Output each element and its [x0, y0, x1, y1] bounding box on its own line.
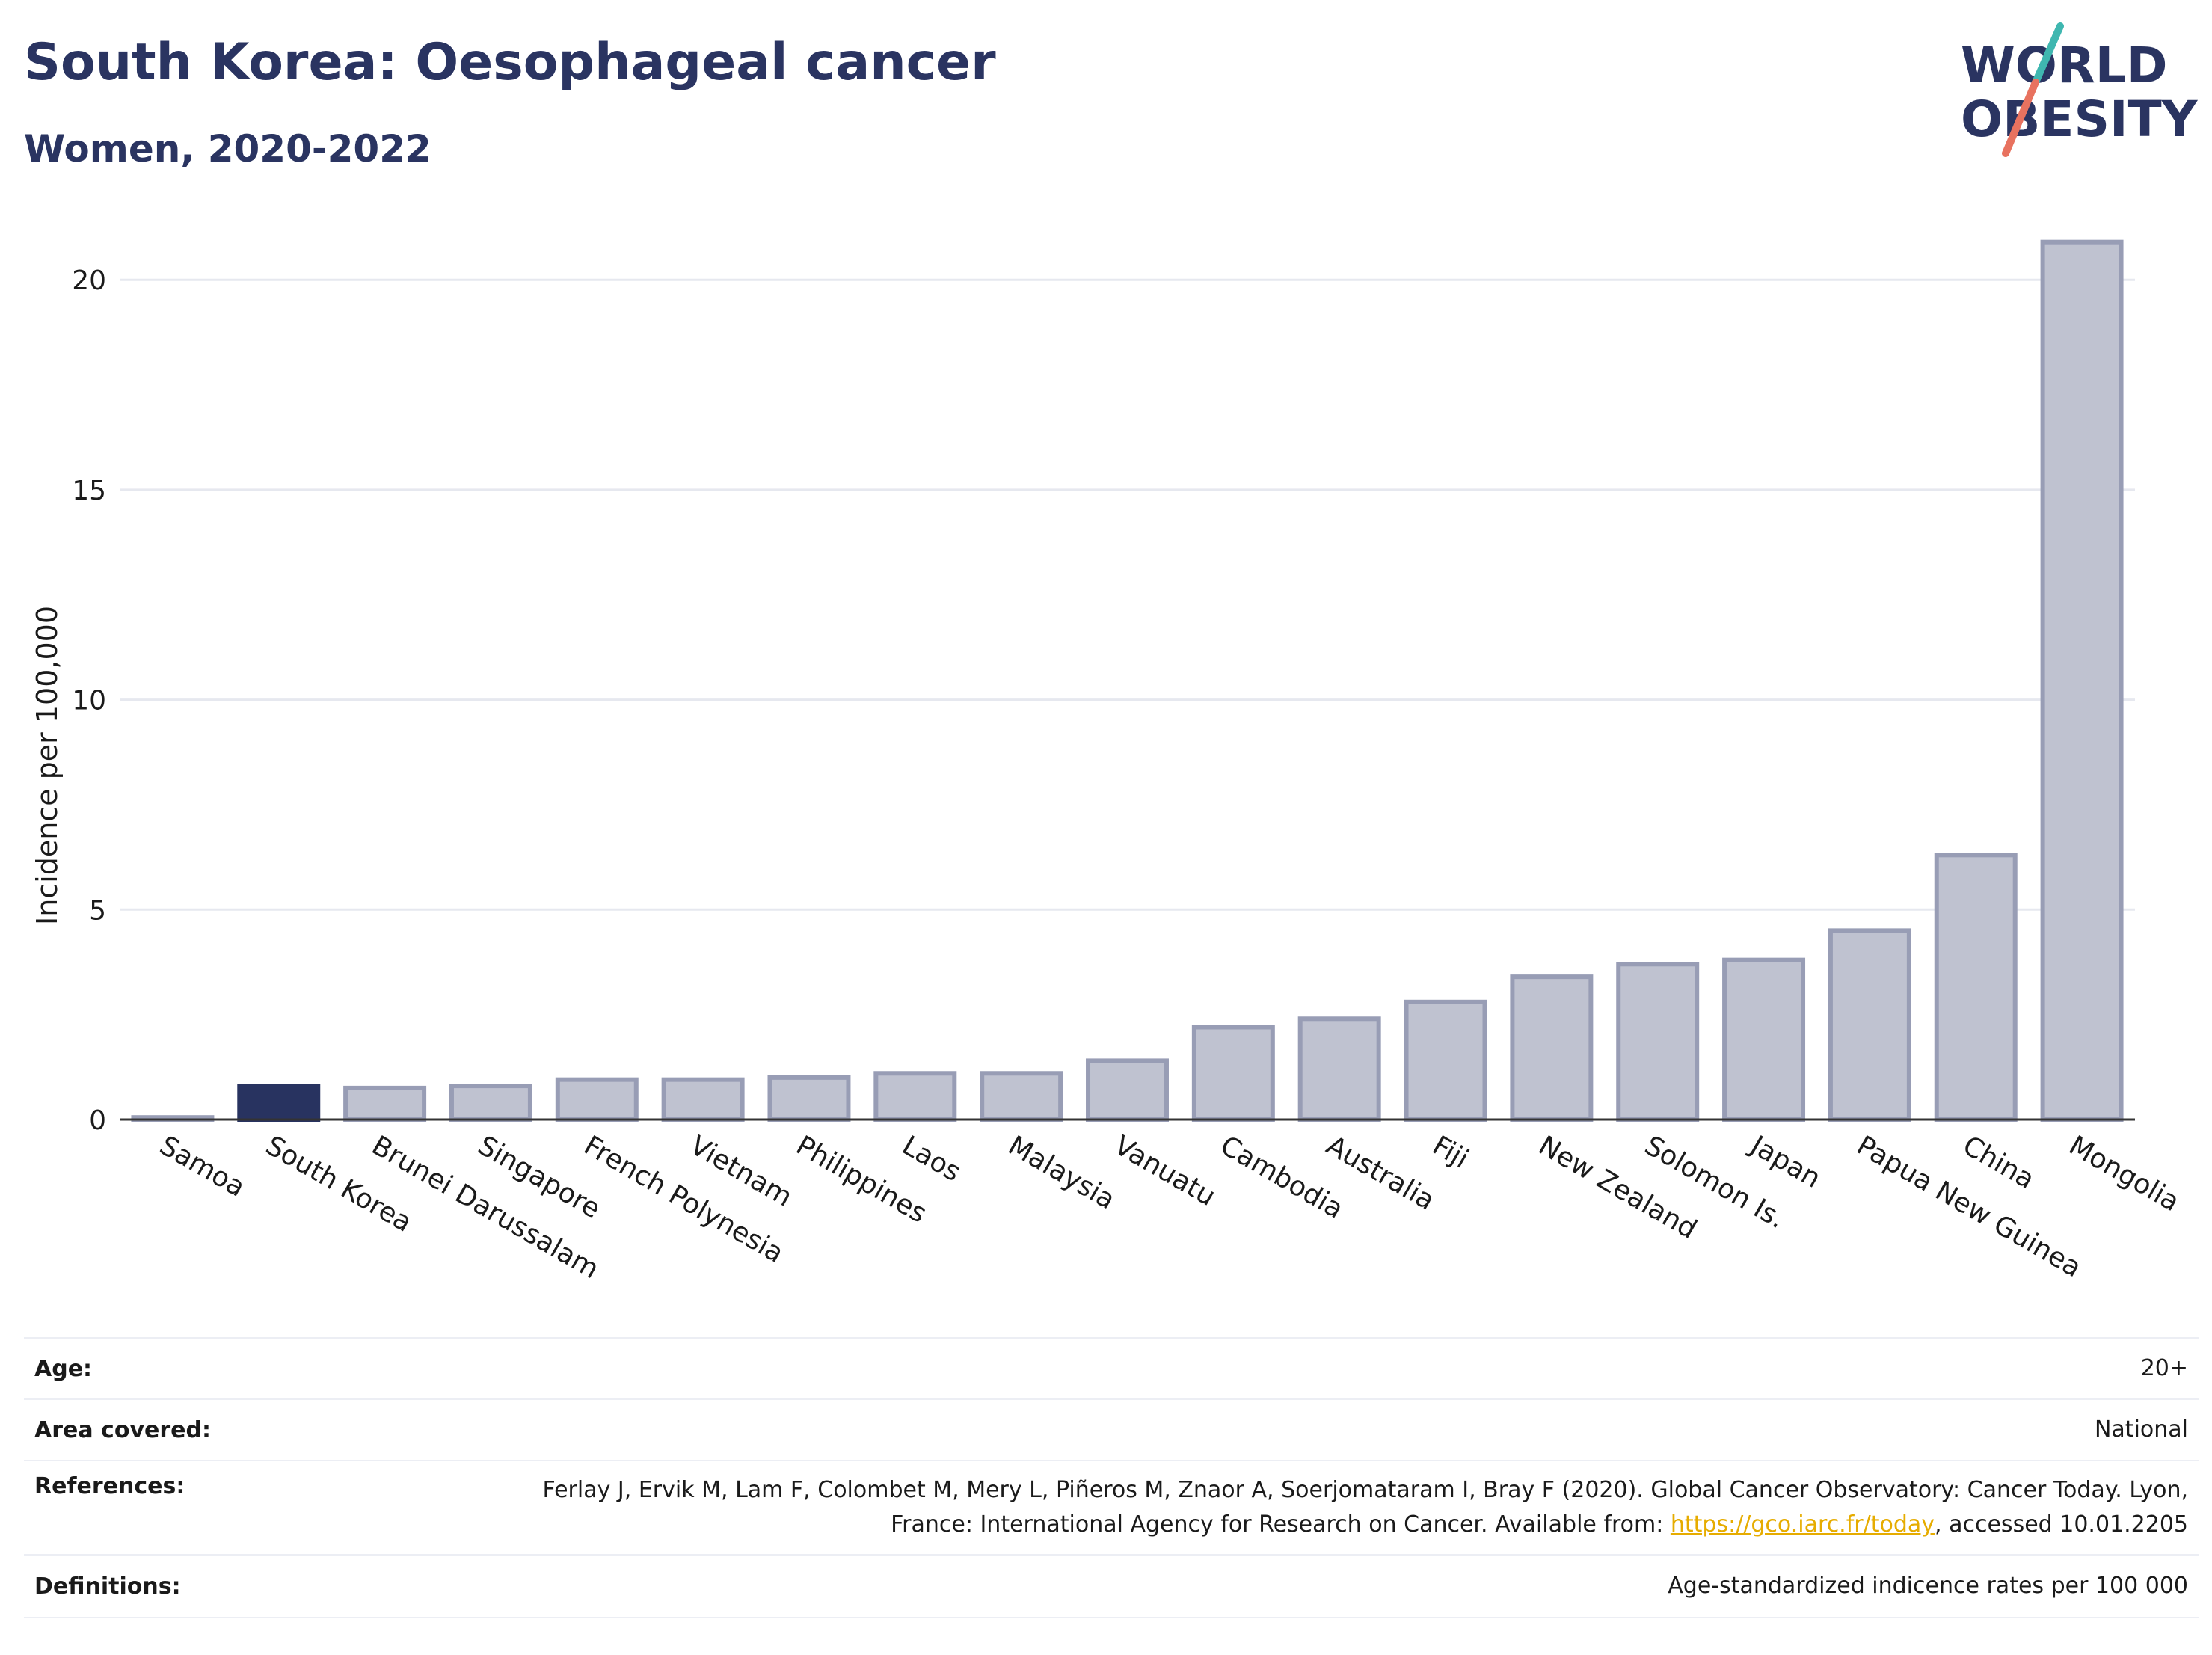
references-text-1: Ferlay J, Ervik M, Lam F, Colombet M, Me…: [542, 1477, 2188, 1538]
area-label: Area covered:: [34, 1416, 211, 1443]
info-table: Age: 20+ Area covered: National Referenc…: [24, 1337, 2199, 1618]
bar-french-polynesia: [555, 1077, 639, 1123]
world-obesity-logo: WORLD OBESITY: [1961, 22, 2199, 157]
definitions-label: Definitions:: [34, 1573, 181, 1600]
y-tick-label: 0: [89, 1105, 106, 1136]
x-tick-label: Mongolia: [2064, 1130, 2185, 1218]
y-tick-label: 20: [72, 265, 106, 296]
bar-singapore: [449, 1084, 532, 1123]
y-tick-label: 10: [72, 686, 106, 716]
bar-china: [1934, 853, 2018, 1122]
age-label: Age:: [34, 1355, 93, 1382]
info-row-area: Area covered: National: [24, 1398, 2199, 1460]
bar-australia: [1297, 1016, 1381, 1123]
bar-mongolia: [2040, 239, 2124, 1122]
y-tick-label: 5: [89, 895, 106, 926]
bar-malaysia: [980, 1071, 1063, 1122]
logo-word-obesity: OBESITY: [1961, 90, 2199, 148]
logo-slash-top: [2032, 22, 2064, 86]
references-text-2: , accessed 10.01.2205: [1935, 1511, 2188, 1538]
x-tick-label: French Polynesia: [579, 1130, 789, 1269]
area-value: National: [2094, 1416, 2188, 1443]
chart-subtitle: Women, 2020-2022: [24, 127, 431, 171]
logo-word-world: WORLD: [1961, 37, 2168, 94]
bar-papua-new-guinea: [1828, 928, 1911, 1122]
references-label: References:: [34, 1473, 185, 1499]
bar-brunei-darussalam: [343, 1085, 427, 1123]
definitions-value: Age-standardized indicence rates per 100…: [1668, 1573, 2188, 1599]
bar-vietnam: [661, 1077, 745, 1123]
bar-japan: [1722, 957, 1806, 1123]
bars: [131, 239, 2124, 1123]
logo-slash-bottom: [2002, 79, 2039, 157]
info-row-definitions: Definitions: Age-standardized indicence …: [24, 1554, 2199, 1618]
x-tick-label: Fiji: [1428, 1130, 1474, 1175]
x-tick-label: Vanuatu: [1109, 1130, 1220, 1212]
bar-solomon-is: [1616, 962, 1700, 1122]
bar-south-korea: [237, 1084, 321, 1123]
references-value: Ferlay J, Ervik M, Lam F, Colombet M, Me…: [506, 1473, 2199, 1542]
bar-vanuatu: [1086, 1058, 1169, 1123]
references-link[interactable]: https://gco.iarc.fr/today: [1670, 1511, 1935, 1538]
y-axis-label: Incidence per 100,000: [31, 606, 64, 925]
bar-laos: [873, 1071, 957, 1122]
y-axis-ticks: 0 5 10 15 20: [72, 265, 106, 1136]
x-tick-label: China: [1958, 1130, 2040, 1195]
y-tick-label: 15: [72, 476, 106, 506]
info-row-age: Age: 20+: [24, 1337, 2199, 1398]
bar-philippines: [767, 1075, 851, 1123]
bar-fiji: [1404, 999, 1487, 1123]
bar-cambodia: [1191, 1025, 1275, 1123]
x-tick-label: Japan: [1744, 1129, 1825, 1194]
grid-lines: [120, 278, 2135, 911]
info-row-references: References: Ferlay J, Ervik M, Lam F, Co…: [24, 1460, 2199, 1554]
x-tick-label: Malaysia: [1003, 1130, 1120, 1215]
x-tick-label: Laos: [897, 1130, 965, 1188]
x-tick-label: Samoa: [154, 1130, 250, 1203]
age-value: 20+: [2140, 1355, 2188, 1381]
bar-new-zealand: [1510, 974, 1594, 1123]
chart-title: South Korea: Oesophageal cancer: [24, 33, 996, 92]
